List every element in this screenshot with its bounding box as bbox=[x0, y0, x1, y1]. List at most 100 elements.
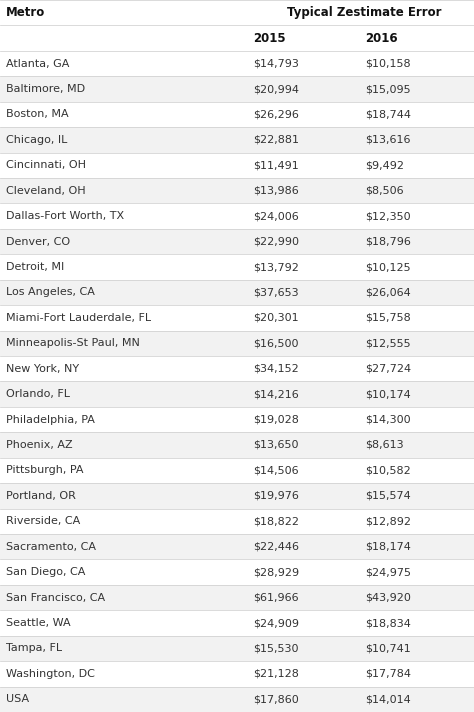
Text: $18,744: $18,744 bbox=[365, 110, 411, 120]
Text: $14,216: $14,216 bbox=[254, 389, 300, 399]
Bar bbox=[0, 330, 474, 356]
Bar bbox=[0, 356, 474, 382]
Bar bbox=[0, 152, 474, 178]
Text: $8,613: $8,613 bbox=[365, 440, 403, 450]
Text: $34,152: $34,152 bbox=[254, 364, 300, 374]
Text: $27,724: $27,724 bbox=[365, 364, 411, 374]
Text: Detroit, MI: Detroit, MI bbox=[6, 262, 64, 272]
Text: $12,555: $12,555 bbox=[365, 338, 410, 348]
Text: $10,158: $10,158 bbox=[365, 58, 410, 68]
Bar bbox=[0, 102, 474, 127]
Bar bbox=[0, 254, 474, 280]
Text: 2016: 2016 bbox=[365, 31, 398, 45]
Bar bbox=[0, 305, 474, 330]
Text: $10,174: $10,174 bbox=[365, 389, 411, 399]
Bar bbox=[0, 280, 474, 305]
Text: Portland, OR: Portland, OR bbox=[6, 491, 75, 501]
Text: $14,506: $14,506 bbox=[254, 466, 299, 476]
Text: $16,500: $16,500 bbox=[254, 338, 299, 348]
Text: Denver, CO: Denver, CO bbox=[6, 236, 70, 246]
Text: $11,491: $11,491 bbox=[254, 160, 300, 170]
Text: Dallas-Fort Worth, TX: Dallas-Fort Worth, TX bbox=[6, 211, 124, 221]
Text: $13,792: $13,792 bbox=[254, 262, 300, 272]
Text: New York, NY: New York, NY bbox=[6, 364, 79, 374]
Text: $14,014: $14,014 bbox=[365, 694, 411, 704]
Bar bbox=[0, 127, 474, 152]
Bar bbox=[0, 458, 474, 483]
Text: $28,929: $28,929 bbox=[254, 567, 300, 577]
Text: San Diego, CA: San Diego, CA bbox=[6, 567, 85, 577]
Text: $13,650: $13,650 bbox=[254, 440, 299, 450]
Text: Pittsburgh, PA: Pittsburgh, PA bbox=[6, 466, 83, 476]
Text: $13,986: $13,986 bbox=[254, 186, 300, 196]
Text: Washington, DC: Washington, DC bbox=[6, 669, 94, 679]
Bar bbox=[0, 382, 474, 407]
Text: $18,822: $18,822 bbox=[254, 516, 300, 526]
Bar bbox=[0, 610, 474, 636]
Bar bbox=[0, 508, 474, 534]
Text: Baltimore, MD: Baltimore, MD bbox=[6, 84, 85, 94]
Text: $10,582: $10,582 bbox=[365, 466, 411, 476]
Text: Chicago, IL: Chicago, IL bbox=[6, 135, 67, 145]
Bar bbox=[0, 204, 474, 229]
Text: $22,990: $22,990 bbox=[254, 236, 300, 246]
Text: $15,574: $15,574 bbox=[365, 491, 411, 501]
Text: $9,492: $9,492 bbox=[365, 160, 404, 170]
Bar bbox=[0, 76, 474, 102]
Text: $22,881: $22,881 bbox=[254, 135, 300, 145]
Text: $22,446: $22,446 bbox=[254, 542, 300, 552]
Text: $18,174: $18,174 bbox=[365, 542, 411, 552]
Text: $26,296: $26,296 bbox=[254, 110, 300, 120]
Bar bbox=[0, 483, 474, 508]
Text: Miami-Fort Lauderdale, FL: Miami-Fort Lauderdale, FL bbox=[6, 313, 151, 323]
Text: Los Angeles, CA: Los Angeles, CA bbox=[6, 288, 94, 298]
Text: $15,095: $15,095 bbox=[365, 84, 410, 94]
Text: $18,834: $18,834 bbox=[365, 618, 411, 628]
Text: $15,530: $15,530 bbox=[254, 644, 299, 654]
Text: 2015: 2015 bbox=[254, 31, 286, 45]
Text: $13,616: $13,616 bbox=[365, 135, 410, 145]
Text: $24,975: $24,975 bbox=[365, 567, 411, 577]
Bar bbox=[0, 432, 474, 458]
Text: Typical Zestimate Error: Typical Zestimate Error bbox=[287, 6, 441, 19]
Text: Riverside, CA: Riverside, CA bbox=[6, 516, 80, 526]
Text: Tampa, FL: Tampa, FL bbox=[6, 644, 62, 654]
Bar bbox=[0, 178, 474, 204]
Text: Metro: Metro bbox=[6, 6, 45, 19]
Text: $19,976: $19,976 bbox=[254, 491, 300, 501]
Text: $24,006: $24,006 bbox=[254, 211, 300, 221]
Bar bbox=[0, 560, 474, 585]
Bar bbox=[0, 585, 474, 610]
Text: $15,758: $15,758 bbox=[365, 313, 411, 323]
Text: $14,793: $14,793 bbox=[254, 58, 300, 68]
Text: USA: USA bbox=[6, 694, 29, 704]
Text: $26,064: $26,064 bbox=[365, 288, 411, 298]
Text: $21,128: $21,128 bbox=[254, 669, 300, 679]
Text: $14,300: $14,300 bbox=[365, 414, 410, 424]
Text: $19,028: $19,028 bbox=[254, 414, 300, 424]
Text: Atlanta, GA: Atlanta, GA bbox=[6, 58, 69, 68]
Text: Seattle, WA: Seattle, WA bbox=[6, 618, 70, 628]
Text: Philadelphia, PA: Philadelphia, PA bbox=[6, 414, 94, 424]
Bar bbox=[0, 51, 474, 76]
Text: Boston, MA: Boston, MA bbox=[6, 110, 68, 120]
Bar bbox=[0, 686, 474, 712]
Text: $37,653: $37,653 bbox=[254, 288, 299, 298]
Bar bbox=[0, 661, 474, 686]
Text: Cleveland, OH: Cleveland, OH bbox=[6, 186, 85, 196]
Text: $18,796: $18,796 bbox=[365, 236, 411, 246]
Text: San Francisco, CA: San Francisco, CA bbox=[6, 592, 105, 602]
Text: Phoenix, AZ: Phoenix, AZ bbox=[6, 440, 73, 450]
Text: $17,860: $17,860 bbox=[254, 694, 300, 704]
Text: Orlando, FL: Orlando, FL bbox=[6, 389, 70, 399]
Text: $24,909: $24,909 bbox=[254, 618, 300, 628]
Text: $20,994: $20,994 bbox=[254, 84, 300, 94]
Text: $10,125: $10,125 bbox=[365, 262, 410, 272]
Text: $12,892: $12,892 bbox=[365, 516, 411, 526]
Bar bbox=[0, 0, 474, 26]
Text: Cincinnati, OH: Cincinnati, OH bbox=[6, 160, 86, 170]
Text: $43,920: $43,920 bbox=[365, 592, 411, 602]
Bar bbox=[0, 534, 474, 560]
Bar bbox=[0, 26, 474, 51]
Text: Minneapolis-St Paul, MN: Minneapolis-St Paul, MN bbox=[6, 338, 139, 348]
